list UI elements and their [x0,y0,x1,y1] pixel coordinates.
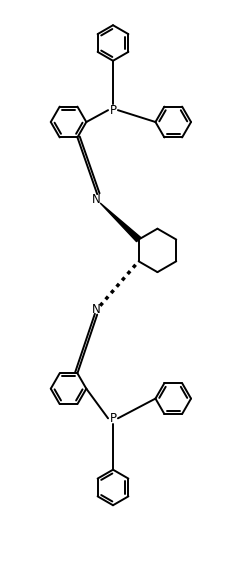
Text: N: N [91,303,100,316]
Text: P: P [109,104,116,116]
Text: P: P [109,412,116,425]
Text: N: N [91,193,100,206]
Polygon shape [100,203,140,242]
